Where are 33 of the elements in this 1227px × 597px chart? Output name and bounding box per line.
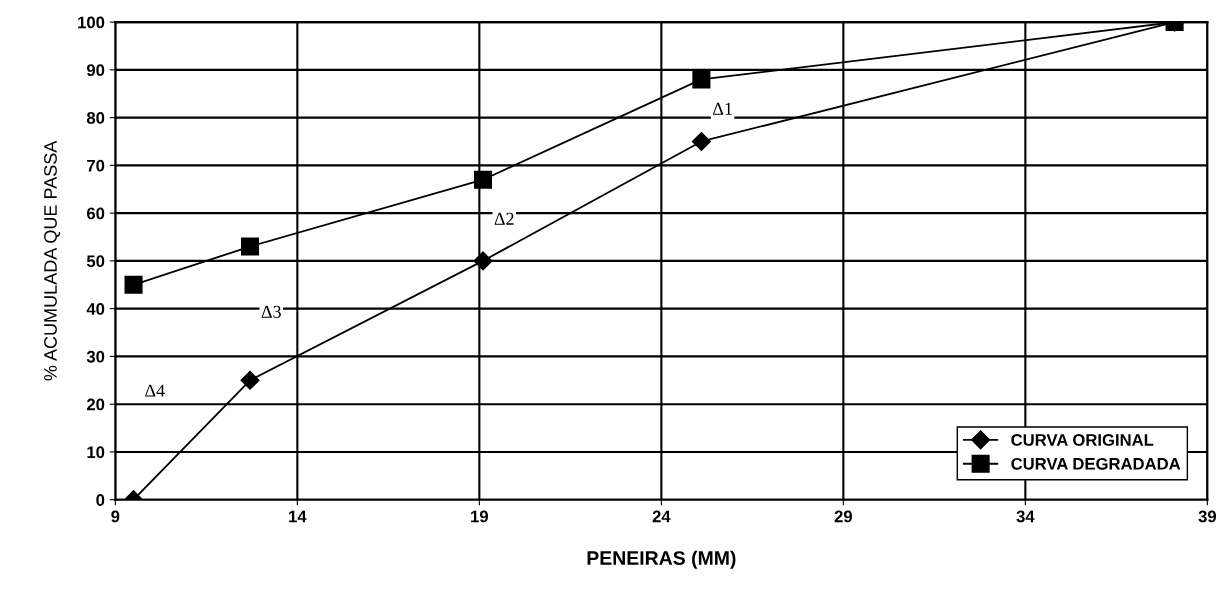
point: [124, 275, 143, 294]
point: [692, 70, 711, 89]
annotation: Δ3: [261, 305, 281, 318]
y-tick-label: 60: [86, 207, 105, 220]
x-tick-label: 14: [289, 510, 307, 523]
x-axis-title: PENEIRAS (MM): [587, 550, 736, 569]
annotation: Δ1: [713, 102, 732, 115]
point: [240, 370, 260, 390]
y-tick-label: 0: [96, 494, 105, 506]
legend-label: CURVA ORIGINAL: [1011, 434, 1154, 446]
x-tick-label: 29: [834, 510, 853, 523]
y-tick-label: 30: [86, 350, 105, 363]
y-tick-label: 90: [86, 64, 105, 77]
annotation: Δ2: [494, 212, 514, 225]
y-tick-label: 50: [86, 255, 105, 268]
y-axis-title: % ACUMULADA QUE PASSA: [44, 140, 61, 381]
legend-label: CURVA DEGRADADA: [1011, 457, 1181, 470]
annotation: Δ4: [145, 384, 165, 397]
x-tick-label: 34: [1016, 510, 1035, 523]
point: [240, 237, 260, 256]
y-tick-label: 10: [87, 446, 105, 459]
x-tick-label: 19: [471, 510, 488, 523]
x-tick-label: 39: [1198, 510, 1217, 523]
y-tick-label: 80: [86, 112, 105, 124]
point: [473, 251, 493, 271]
y-tick-label: 100: [78, 16, 105, 29]
y-tick-label: 20: [86, 398, 105, 411]
point: [473, 170, 493, 189]
point: [691, 131, 711, 152]
x-tick-label: 24: [652, 510, 671, 523]
x-tick-label: 9: [111, 510, 120, 523]
y-tick-label: 40: [86, 303, 105, 315]
y-tick-label: 70: [87, 159, 105, 172]
